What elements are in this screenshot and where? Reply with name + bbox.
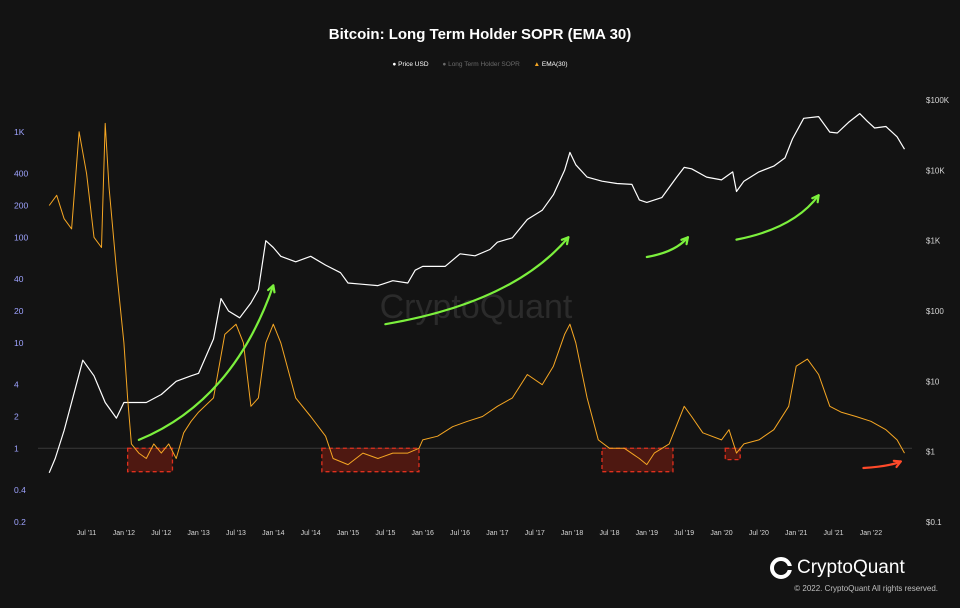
x-tick-label: Jan '17 [486, 530, 508, 537]
x-tick-label: Jan '14 [262, 530, 284, 537]
annotation-arrowhead [892, 459, 902, 469]
highlight-region [601, 447, 674, 473]
x-tick-label: Jan '21 [785, 530, 807, 537]
x-tick-label: Jan '13 [187, 530, 209, 537]
highlight-region [724, 447, 741, 461]
y-left-tick-label: 4 [14, 380, 19, 390]
x-tick-label: Jul '18 [599, 530, 619, 537]
annotation-arrowhead [560, 236, 570, 246]
legend-item-ema[interactable]: ▲ EMA(30) [534, 61, 568, 68]
price-usd-line [48, 113, 906, 474]
y-right-tick-label: $10 [926, 377, 940, 386]
highlight-region [126, 447, 174, 473]
y-right-tick-label: $100K [926, 96, 950, 105]
x-tick-label: Jul '19 [674, 530, 694, 537]
y-left-tick-label: 20 [14, 306, 24, 316]
y-right-tick-label: $0.1 [926, 518, 942, 527]
y-right-tick-label: $1 [926, 448, 935, 457]
x-tick-label: Jan '22 [860, 530, 882, 537]
x-tick-label: Jul '11 [77, 530, 97, 537]
x-tick-label: Jul '21 [824, 530, 844, 537]
legend-item-price[interactable]: ● Price USD [392, 61, 430, 68]
legend-label-lth-sopr: Long Term Holder SOPR [448, 61, 520, 68]
y-right-tick-label: $1K [926, 237, 941, 246]
annotation-arrowhead [267, 284, 276, 294]
annotation-arrow [384, 236, 570, 326]
y-right-tick-label: $10K [926, 166, 945, 175]
x-tick-label: Jan '12 [113, 530, 135, 537]
annotation-arrow [735, 194, 820, 241]
annotation-arrowhead [680, 236, 689, 246]
x-tick-label: Jul '20 [749, 530, 769, 537]
legend-triangle-icon: ▲ [533, 61, 541, 68]
chart-title: Bitcoin: Long Term Holder SOPR (EMA 30) [328, 26, 632, 43]
y-left-tick-label: 100 [14, 232, 28, 242]
legend-dot-icon: ● [442, 61, 447, 68]
brand-logo: CryptoQuant [770, 557, 905, 579]
x-tick-label: Jan '20 [710, 530, 732, 537]
y-left-tick-label: 0.2 [14, 517, 26, 527]
y-left-tick-label: 200 [14, 201, 28, 211]
y-left-tick-label: 1 [14, 443, 19, 453]
y-left-tick-label: 10 [14, 338, 24, 348]
legend-dot-icon: ● [392, 61, 397, 68]
y-left-tick-label: 40 [14, 274, 24, 284]
x-tick-label: Jul '16 [450, 530, 470, 537]
annotation-arrowhead [811, 194, 820, 204]
x-tick-label: Jul '15 [375, 530, 395, 537]
legend-item-lth-sopr[interactable]: ● Long Term Holder SOPR [442, 61, 521, 68]
x-tick-label: Jan '18 [561, 530, 583, 537]
y-left-tick-label: 2 [14, 412, 19, 422]
y-right-tick-label: $100 [926, 307, 944, 316]
x-tick-label: Jul '12 [151, 530, 171, 537]
y-left-tick-label: 0.4 [14, 485, 26, 495]
x-tick-label: Jan '16 [412, 530, 434, 537]
x-tick-label: Jul '13 [226, 530, 246, 537]
legend-label-ema: EMA(30) [541, 61, 568, 68]
ema30-line [48, 122, 905, 466]
highlight-region [321, 447, 420, 473]
x-tick-label: Jul '17 [525, 530, 545, 537]
y-left-tick-label: 400 [14, 169, 28, 179]
cryptoquant-logo-icon [770, 557, 792, 579]
annotation-arrow [137, 284, 275, 442]
annotation-arrow [862, 460, 902, 470]
x-tick-label: Jan '19 [636, 530, 658, 537]
legend: ● Price USD ● Long Term Holder SOPR ▲ EM… [0, 61, 960, 68]
x-tick-label: Jan '15 [337, 530, 359, 537]
brand-name: CryptoQuant [797, 557, 905, 578]
copyright-text: © 2022. CryptoQuant All rights reserved. [794, 584, 938, 593]
y-left-tick-label: 1K [14, 127, 25, 137]
x-tick-label: Jul '14 [301, 530, 321, 537]
legend-label-price: Price USD [398, 61, 429, 68]
annotation-arrow [645, 236, 689, 259]
